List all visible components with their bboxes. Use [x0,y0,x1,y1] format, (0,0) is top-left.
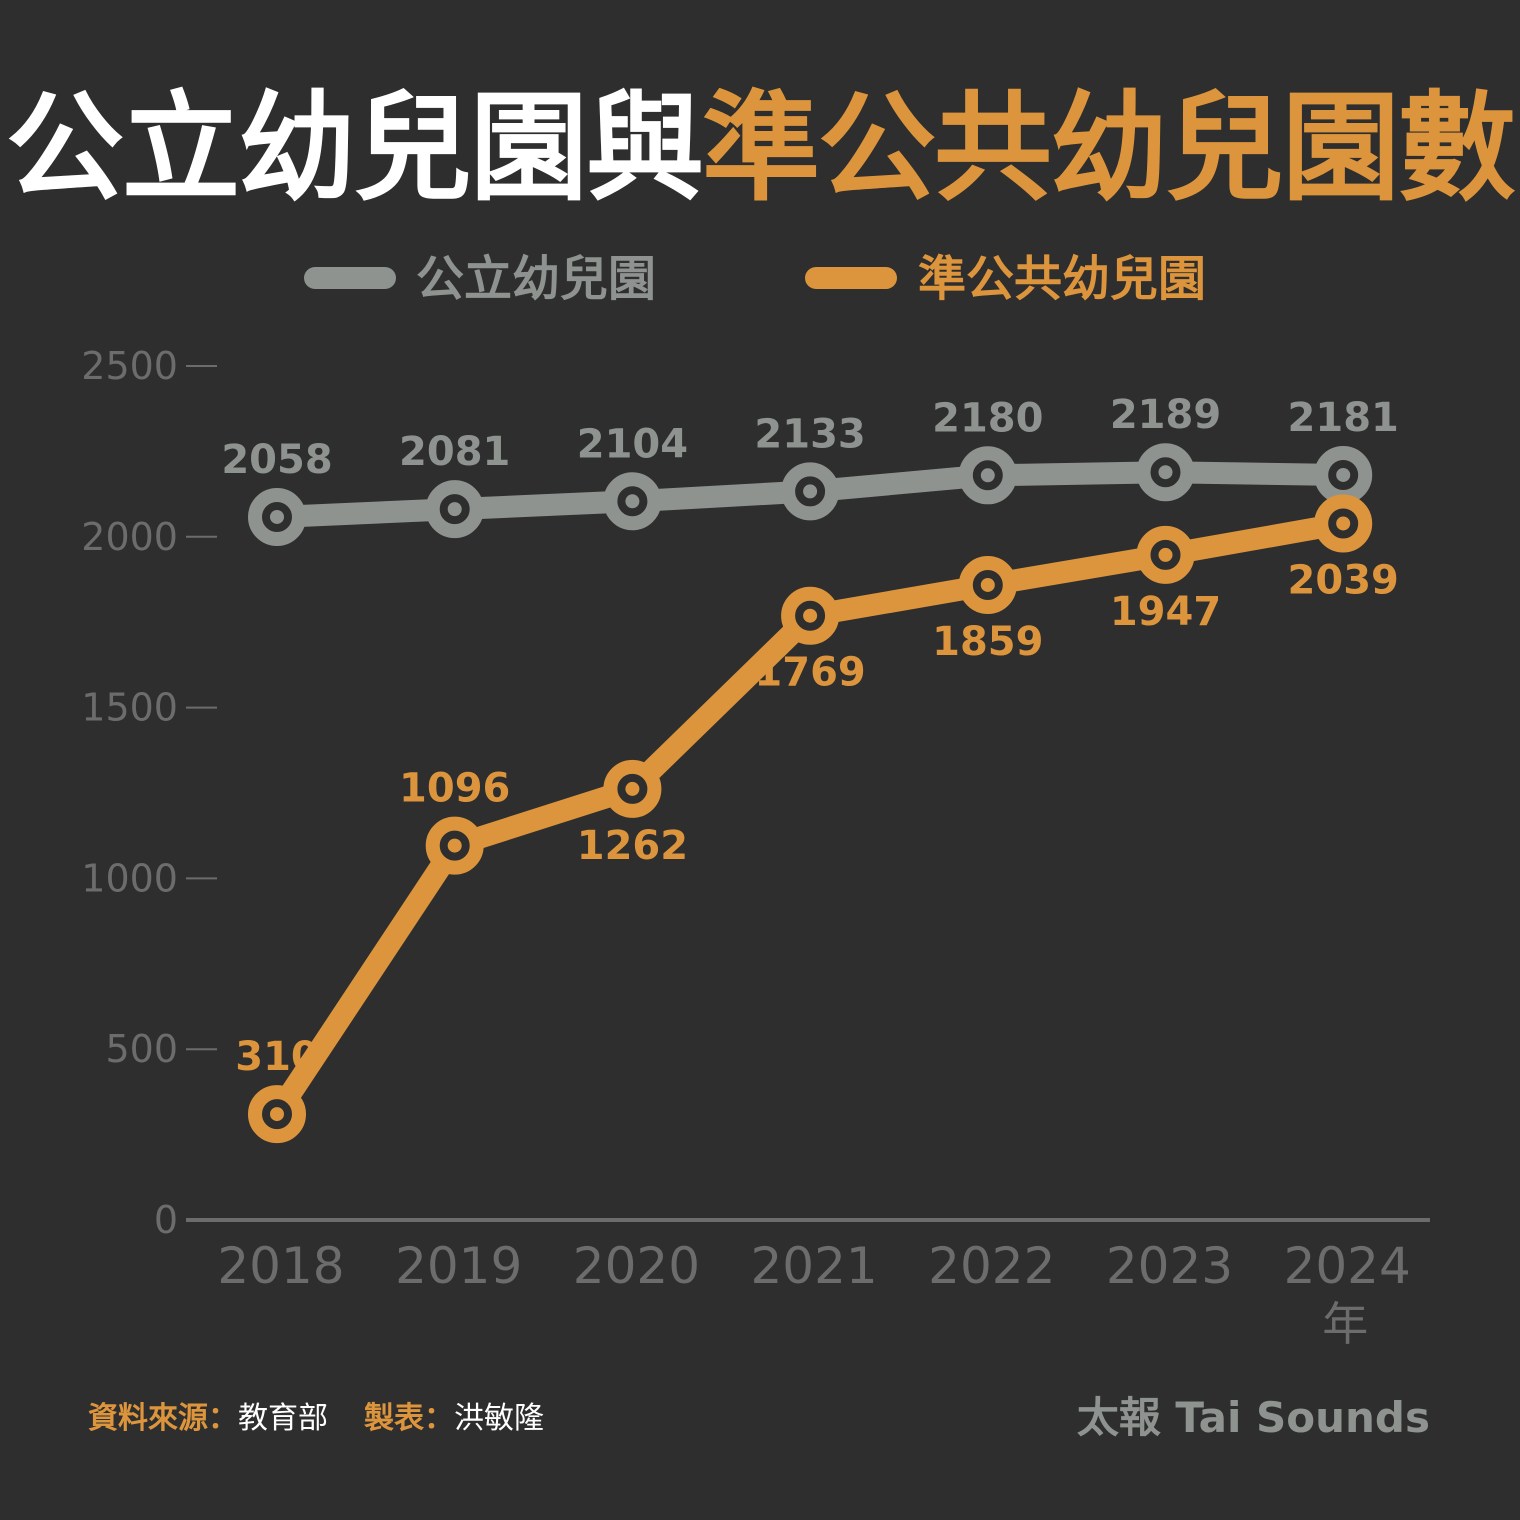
x-tick-label: 2024 [1284,1237,1411,1295]
x-tick-label: 2019 [395,1237,522,1295]
data-label-1: 2133 [754,411,865,457]
data-label-2: 1769 [754,650,865,696]
chart-title: 公立幼兒園與準公共幼兒園數 [0,78,1520,220]
data-label-2: 1947 [1110,589,1221,635]
data-point-dot-2 [1158,547,1173,562]
x-tick-label: 2022 [928,1237,1055,1295]
data-point-dot-2 [625,781,640,796]
data-point-dot-2 [1336,516,1351,531]
data-label-1: 2189 [1110,392,1221,438]
data-point-dot-1 [1158,465,1173,480]
maker-label: 製表： [364,1401,454,1436]
y-tick-label: 1500 [81,686,178,730]
x-tick-label: 2023 [1106,1237,1233,1295]
footer-credits: 資料來源：教育部 製表：洪敏隆 [88,1393,544,1437]
x-axis-unit: 年 [1322,1297,1368,1351]
data-label-1: 2081 [399,429,510,475]
y-tick-label: 2000 [81,515,178,559]
y-tick-label: 0 [154,1198,178,1242]
data-point-dot-1 [980,468,995,483]
source-label: 資料來源： [88,1401,238,1436]
maker-value: 洪敏隆 [454,1401,544,1436]
data-point-dot-2 [270,1107,284,1122]
title-part-quasi: 準公共幼兒園數 [702,79,1516,217]
source-value: 教育部 [238,1401,328,1436]
data-label-1: 2181 [1288,395,1399,441]
x-tick-label: 2020 [573,1237,700,1295]
data-label-2: 1859 [932,619,1043,665]
legend-label-1: 公立幼兒園 [416,251,656,307]
data-label-2: 1262 [577,823,688,869]
data-point-dot-2 [803,608,818,623]
y-tick-label: 2500 [81,344,178,388]
data-label-1: 2180 [932,395,1043,441]
data-point-dot-1 [803,484,818,499]
y-tick-label: 500 [105,1027,178,1071]
data-label-2: 1096 [399,766,510,812]
data-label-1: 2104 [577,421,688,467]
data-point-dot-1 [1336,467,1351,482]
y-tick-label: 1000 [81,856,178,900]
title-part-public: 公立幼兒園與 [5,79,704,217]
x-tick-label: 2018 [217,1237,344,1295]
x-tick-label: 2021 [750,1237,877,1295]
brand-logo-text: 太報 Tai Sounds [1076,1393,1430,1442]
data-point-dot-2 [980,577,995,592]
data-label-1: 2058 [221,437,332,483]
data-label-2: 310 [235,1034,319,1080]
data-point-dot-1 [270,509,284,524]
data-point-dot-1 [447,502,462,517]
data-label-2: 2039 [1288,557,1399,603]
data-point-dot-1 [625,494,640,509]
legend-label-2: 準公共幼兒園 [918,251,1206,307]
data-point-dot-2 [447,838,462,853]
